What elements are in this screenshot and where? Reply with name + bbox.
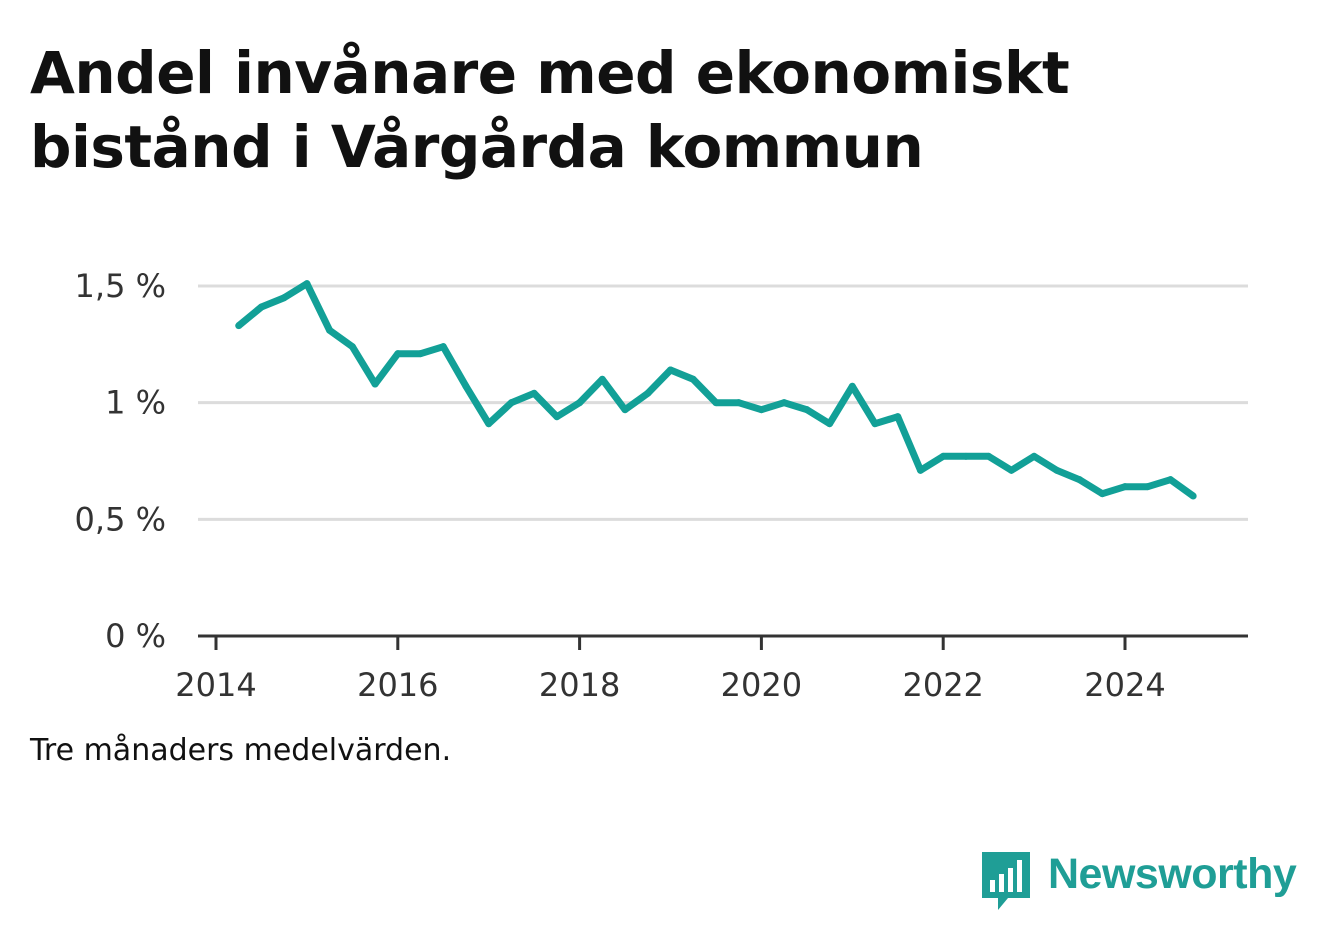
x-tick-label: 2022 <box>902 666 983 704</box>
data-point <box>780 399 788 407</box>
data-point <box>280 294 288 302</box>
data-point <box>848 382 856 390</box>
x-tick-label: 2014 <box>175 666 256 704</box>
data-point <box>894 413 902 421</box>
x-tick-label: 2018 <box>539 666 620 704</box>
data-point <box>1121 483 1129 491</box>
data-point <box>303 280 311 288</box>
y-tick-label: 0,5 % <box>75 500 166 538</box>
series-group <box>235 280 1197 500</box>
data-point <box>576 399 584 407</box>
x-tick-label: 2020 <box>721 666 802 704</box>
data-point <box>235 322 243 330</box>
data-point <box>871 420 879 428</box>
data-point <box>1053 466 1061 474</box>
chart-footnote: Tre månaders medelvärden. <box>30 733 452 768</box>
chart-title: Andel invånare med ekonomiskt bistånd i … <box>30 39 1070 181</box>
data-point <box>394 350 402 358</box>
data-point <box>326 326 334 334</box>
data-point <box>1007 466 1015 474</box>
brand-name: Newsworthy <box>1048 850 1297 898</box>
data-point <box>735 399 743 407</box>
series-line <box>236 280 1196 499</box>
data-point <box>530 389 538 397</box>
data-point <box>1098 490 1106 498</box>
x-tick-label: 2024 <box>1084 666 1165 704</box>
data-point <box>348 343 356 351</box>
data-point <box>598 375 606 383</box>
data-point <box>417 350 425 358</box>
data-point <box>757 406 765 414</box>
data-point <box>803 406 811 414</box>
data-point <box>985 452 993 460</box>
data-point <box>485 420 493 428</box>
data-point <box>439 343 447 351</box>
y-tick-label: 1,5 % <box>75 267 166 305</box>
data-point <box>939 452 947 460</box>
data-point <box>667 366 674 374</box>
data-point <box>916 466 924 474</box>
data-point <box>644 389 652 397</box>
data-point <box>962 452 970 460</box>
x-tick-label: 2016 <box>357 666 438 704</box>
data-point <box>371 380 379 388</box>
y-axis-ticks: 0 % 0,5 % 1 % 1,5 % <box>75 267 166 655</box>
data-point <box>462 382 470 390</box>
data-point <box>1030 452 1038 460</box>
brand-logo: Newsworthy <box>980 848 1300 912</box>
newsworthy-logo-icon <box>982 852 1030 910</box>
data-point <box>1189 492 1197 500</box>
x-axis-ticks: 2014 2016 2018 2020 2022 2024 <box>175 636 1166 704</box>
data-point <box>826 420 834 428</box>
data-point <box>1144 483 1152 491</box>
data-point <box>712 399 720 407</box>
data-point <box>507 399 515 407</box>
data-point <box>257 303 265 311</box>
data-point <box>689 375 697 383</box>
data-point <box>621 406 629 414</box>
data-point <box>553 413 561 421</box>
data-point <box>1166 476 1174 484</box>
y-tick-label: 0 % <box>105 617 166 655</box>
data-point <box>1076 476 1084 484</box>
y-tick-label: 1 % <box>105 384 166 422</box>
